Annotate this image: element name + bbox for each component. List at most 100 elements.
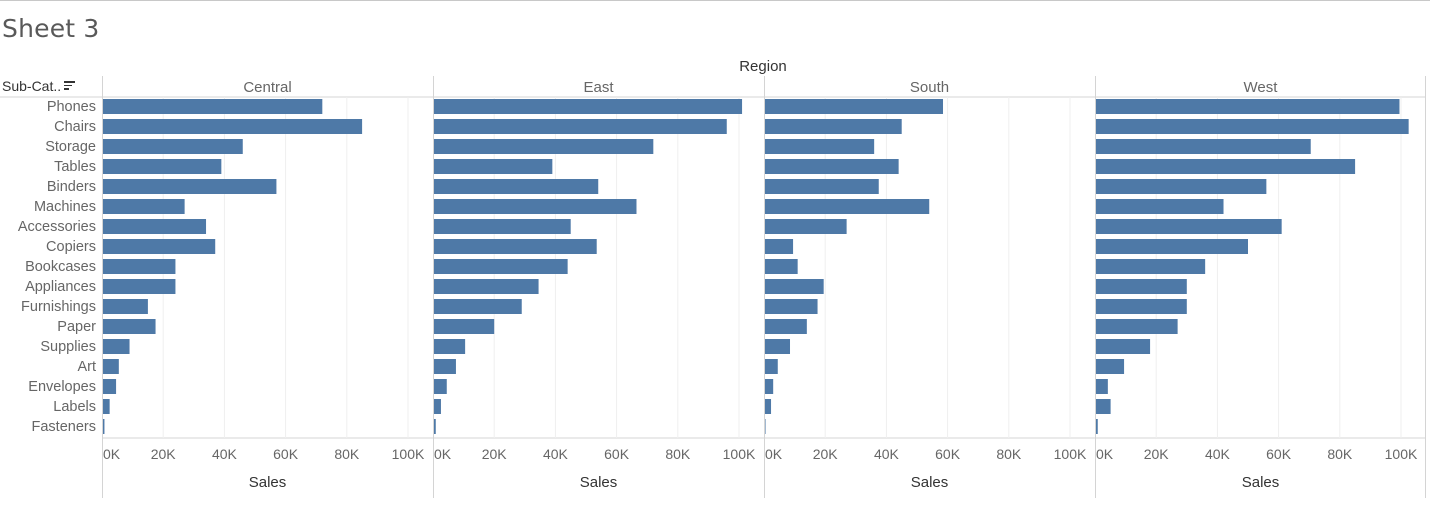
bar-east-machines: [433, 199, 637, 214]
bar-east-appliances: [433, 279, 539, 294]
bar-west-labels: [1095, 399, 1111, 414]
bar-central-copiers: [102, 239, 216, 254]
sort-descending-icon[interactable]: [64, 80, 76, 90]
bar-west-fasteners: [1095, 419, 1098, 434]
bar-east-supplies: [433, 339, 466, 354]
bar-west-phones: [1095, 99, 1400, 114]
x-axis-title: Sales: [249, 474, 287, 491]
bar-south-machines: [764, 199, 930, 214]
top-border: [0, 0, 1430, 1]
panel-header-south: South: [910, 79, 949, 96]
bar-west-tables: [1095, 159, 1356, 174]
bar-south-phones: [764, 99, 944, 114]
x-tick-label: 0K: [1096, 446, 1114, 462]
column-field-header[interactable]: Region: [739, 58, 787, 75]
category-label-binders[interactable]: Binders: [46, 179, 96, 195]
x-tick-label: 80K: [996, 446, 1022, 462]
bar-east-paper: [433, 319, 495, 334]
bar-central-machines: [102, 199, 185, 214]
bar-central-supplies: [102, 339, 130, 354]
bar-west-supplies: [1095, 339, 1151, 354]
x-tick-label: 40K: [212, 446, 238, 462]
bar-south-bookcases: [764, 259, 798, 274]
category-label-phones[interactable]: Phones: [46, 99, 96, 115]
x-tick-label: 60K: [273, 446, 299, 462]
category-label-fasteners[interactable]: Fasteners: [31, 419, 96, 435]
x-tick-label: 80K: [334, 446, 360, 462]
bar-central-envelopes: [102, 379, 117, 394]
bar-central-binders: [102, 179, 277, 194]
x-tick-label: 80K: [665, 446, 691, 462]
x-tick-label: 100K: [392, 446, 425, 462]
row-field-label: Sub-Cat..: [2, 78, 62, 94]
x-tick-label: 20K: [482, 446, 508, 462]
category-label-envelopes[interactable]: Envelopes: [28, 379, 96, 395]
bar-west-accessories: [1095, 219, 1282, 234]
row-field-header[interactable]: Sub-Cat..: [2, 78, 76, 94]
x-tick-label: 20K: [151, 446, 177, 462]
x-axis-title: Sales: [1242, 474, 1280, 491]
category-label-furnishings[interactable]: Furnishings: [21, 299, 96, 315]
bar-east-labels: [433, 399, 441, 414]
bar-south-labels: [764, 399, 772, 414]
x-tick-label: 60K: [604, 446, 630, 462]
bar-west-paper: [1095, 319, 1178, 334]
category-label-appliances[interactable]: Appliances: [25, 279, 96, 295]
bar-east-binders: [433, 179, 599, 194]
bar-south-appliances: [764, 279, 824, 294]
panel-header-central: Central: [243, 79, 291, 96]
x-tick-label: 0K: [765, 446, 783, 462]
category-label-supplies[interactable]: Supplies: [40, 339, 96, 355]
bar-south-envelopes: [764, 379, 774, 394]
category-label-machines[interactable]: Machines: [33, 199, 96, 215]
x-tick-label: 80K: [1327, 446, 1353, 462]
bar-central-chairs: [102, 119, 363, 134]
category-label-paper[interactable]: Paper: [57, 319, 96, 335]
bar-west-bookcases: [1095, 259, 1206, 274]
bar-central-phones: [102, 99, 323, 114]
category-label-bookcases[interactable]: Bookcases: [25, 259, 96, 275]
bar-east-copiers: [433, 239, 597, 254]
bar-central-accessories: [102, 219, 207, 234]
category-label-art[interactable]: Art: [77, 359, 96, 375]
bar-south-tables: [764, 159, 899, 174]
bar-west-envelopes: [1095, 379, 1108, 394]
bar-west-chairs: [1095, 119, 1409, 134]
bar-east-chairs: [433, 119, 727, 134]
bar-south-storage: [764, 139, 875, 154]
x-tick-label: 60K: [935, 446, 961, 462]
bar-west-appliances: [1095, 279, 1187, 294]
category-label-chairs[interactable]: Chairs: [54, 119, 96, 135]
panel-header-east: East: [583, 79, 614, 96]
category-label-copiers[interactable]: Copiers: [46, 239, 96, 255]
bar-east-furnishings: [433, 299, 522, 314]
bar-west-binders: [1095, 179, 1267, 194]
bar-south-supplies: [764, 339, 791, 354]
bar-south-paper: [764, 319, 807, 334]
bar-west-machines: [1095, 199, 1224, 214]
bar-west-storage: [1095, 139, 1311, 154]
bar-east-art: [433, 359, 456, 374]
category-label-tables[interactable]: Tables: [54, 159, 96, 175]
bar-west-copiers: [1095, 239, 1248, 254]
x-axis-title: Sales: [911, 474, 949, 491]
x-tick-label: 40K: [874, 446, 900, 462]
category-label-labels[interactable]: Labels: [53, 399, 96, 415]
x-tick-label: 60K: [1266, 446, 1292, 462]
bar-central-storage: [102, 139, 243, 154]
category-label-accessories[interactable]: Accessories: [17, 219, 96, 235]
x-tick-label: 40K: [543, 446, 569, 462]
panel-header-west: West: [1244, 79, 1279, 96]
bar-south-art: [764, 359, 778, 374]
x-tick-label: 100K: [1054, 446, 1087, 462]
bar-east-accessories: [433, 219, 571, 234]
bar-west-art: [1095, 359, 1125, 374]
x-axis-title: Sales: [580, 474, 618, 491]
category-label-storage[interactable]: Storage: [45, 139, 96, 155]
bar-central-tables: [102, 159, 222, 174]
x-tick-label: 0K: [103, 446, 121, 462]
bar-east-storage: [433, 139, 654, 154]
x-tick-label: 0K: [434, 446, 452, 462]
bar-south-furnishings: [764, 299, 818, 314]
